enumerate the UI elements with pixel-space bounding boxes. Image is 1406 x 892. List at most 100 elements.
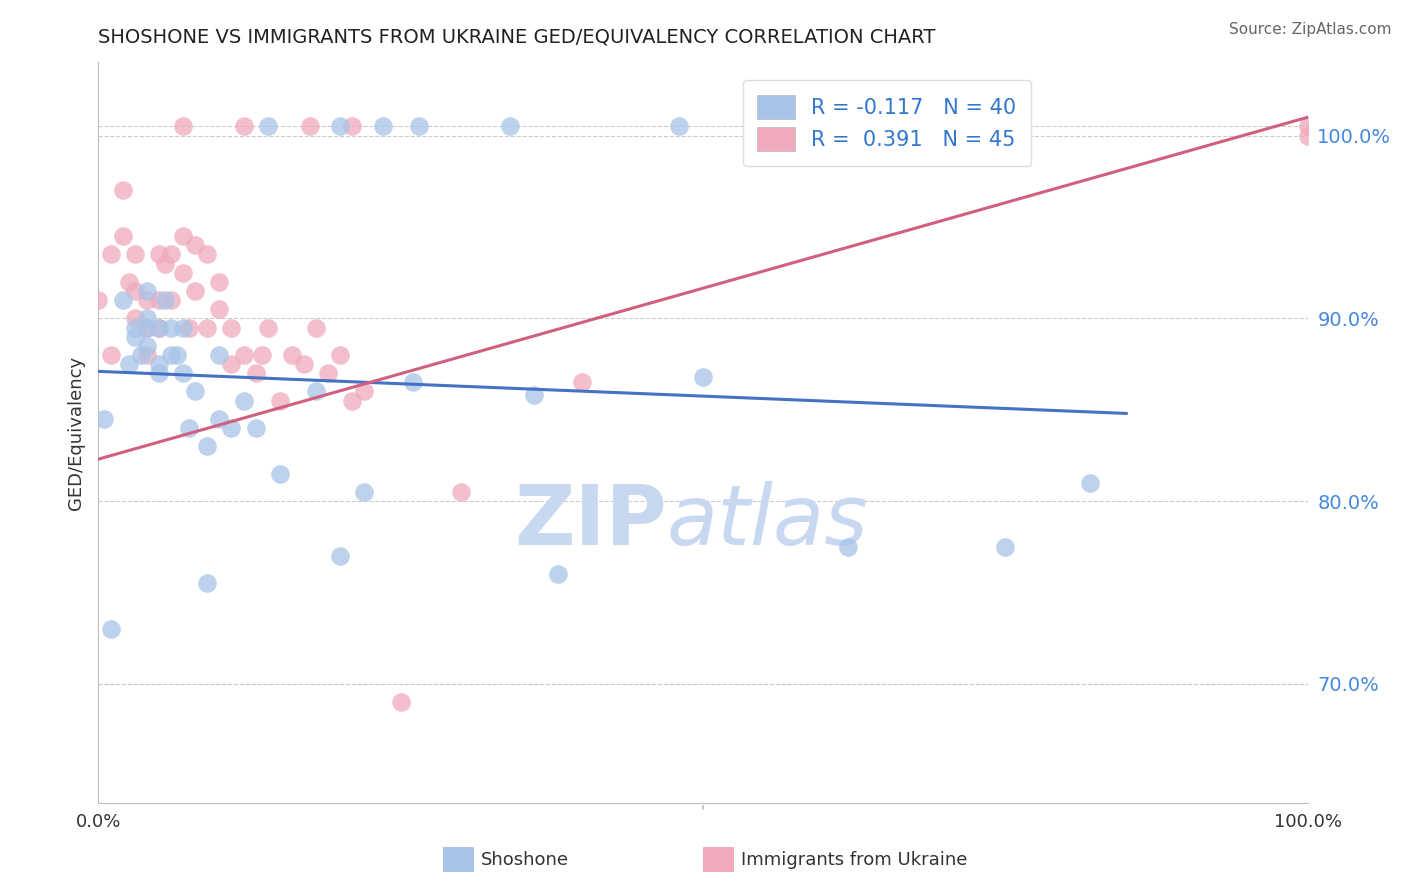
Point xyxy=(135,339,157,353)
Point xyxy=(232,348,254,362)
Point xyxy=(148,293,170,307)
Point xyxy=(1296,120,1319,134)
Point xyxy=(124,284,146,298)
Point xyxy=(148,320,170,334)
Point xyxy=(299,120,322,134)
Point xyxy=(208,412,231,426)
Point xyxy=(1078,475,1101,490)
Point xyxy=(269,467,291,481)
Point xyxy=(129,348,152,362)
Point xyxy=(172,366,194,380)
Point xyxy=(100,247,122,261)
Point xyxy=(172,120,194,134)
Point xyxy=(232,393,254,408)
Point xyxy=(160,348,183,362)
Point xyxy=(135,293,157,307)
Point xyxy=(195,439,218,453)
Point xyxy=(195,320,218,334)
Point xyxy=(571,376,593,390)
Point xyxy=(994,540,1017,554)
Point xyxy=(389,695,412,709)
Point xyxy=(221,357,243,371)
Text: Shoshone: Shoshone xyxy=(481,851,569,869)
Point xyxy=(232,120,254,134)
Point xyxy=(547,567,569,582)
Point xyxy=(111,229,134,244)
Point xyxy=(135,348,157,362)
Point xyxy=(256,320,278,334)
Text: SHOSHONE VS IMMIGRANTS FROM UKRAINE GED/EQUIVALENCY CORRELATION CHART: SHOSHONE VS IMMIGRANTS FROM UKRAINE GED/… xyxy=(98,28,936,47)
Text: atlas: atlas xyxy=(666,481,869,562)
Text: ZIP: ZIP xyxy=(515,481,666,562)
Point xyxy=(208,348,231,362)
Point xyxy=(111,293,134,307)
Point xyxy=(208,275,231,289)
Point xyxy=(371,120,394,134)
Point xyxy=(342,120,364,134)
Point xyxy=(160,293,183,307)
Point xyxy=(305,320,328,334)
Legend: R = -0.117   N = 40, R =  0.391   N = 45: R = -0.117 N = 40, R = 0.391 N = 45 xyxy=(742,80,1031,166)
Point xyxy=(148,357,170,371)
Point xyxy=(93,412,115,426)
Point xyxy=(250,348,273,362)
Point xyxy=(342,393,364,408)
Point xyxy=(195,247,218,261)
Point xyxy=(172,229,194,244)
Point xyxy=(148,320,170,334)
Point xyxy=(245,421,267,435)
Point xyxy=(316,366,339,380)
Point xyxy=(329,348,352,362)
Point xyxy=(837,540,859,554)
Point xyxy=(402,376,425,390)
Point xyxy=(292,357,315,371)
Point xyxy=(184,384,207,399)
Point xyxy=(305,384,328,399)
Point xyxy=(166,348,188,362)
Point xyxy=(172,320,194,334)
Point xyxy=(184,238,207,252)
Point xyxy=(245,366,267,380)
Point xyxy=(498,120,520,134)
Point xyxy=(668,120,690,134)
Point xyxy=(160,320,183,334)
Point xyxy=(353,485,375,500)
Point xyxy=(100,348,122,362)
Point xyxy=(523,388,546,402)
Point xyxy=(124,329,146,343)
Point xyxy=(111,183,134,197)
Point xyxy=(184,284,207,298)
Point xyxy=(148,247,170,261)
Point xyxy=(408,120,430,134)
Point xyxy=(124,247,146,261)
Point xyxy=(135,284,157,298)
Point xyxy=(281,348,304,362)
Point xyxy=(118,357,141,371)
Point xyxy=(172,266,194,280)
Point xyxy=(353,384,375,399)
Point xyxy=(153,256,176,270)
Point xyxy=(148,366,170,380)
Text: Source: ZipAtlas.com: Source: ZipAtlas.com xyxy=(1229,22,1392,37)
Point xyxy=(1296,128,1319,143)
Point xyxy=(100,622,122,636)
Point xyxy=(329,120,352,134)
Point xyxy=(221,421,243,435)
Y-axis label: GED/Equivalency: GED/Equivalency xyxy=(66,356,84,509)
Point xyxy=(692,369,714,384)
Point xyxy=(135,320,157,334)
Point xyxy=(124,311,146,326)
Point xyxy=(87,293,110,307)
Point xyxy=(124,320,146,334)
Point xyxy=(135,320,157,334)
Point xyxy=(208,302,231,317)
Point xyxy=(221,320,243,334)
Point xyxy=(256,120,278,134)
Point xyxy=(160,247,183,261)
Point xyxy=(179,320,201,334)
Point xyxy=(450,485,472,500)
Point xyxy=(118,275,141,289)
Point xyxy=(195,576,218,591)
Text: Immigrants from Ukraine: Immigrants from Ukraine xyxy=(741,851,967,869)
Point xyxy=(329,549,352,563)
